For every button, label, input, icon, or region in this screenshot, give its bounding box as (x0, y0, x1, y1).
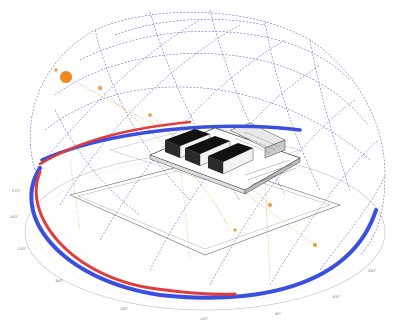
tick-270: 270° (12, 188, 21, 193)
tick-210: 210° (18, 246, 27, 251)
tick-330: 330° (368, 268, 377, 273)
building-wing-3 (208, 143, 254, 175)
sun-markers (54, 68, 317, 247)
seasonal-arcs (29, 120, 378, 300)
tick-300: 300° (332, 294, 341, 299)
tick-120: 120° (200, 316, 209, 321)
building-model (149, 122, 301, 195)
winter-solstice-arc (29, 166, 378, 300)
tick-150: 150° (120, 306, 129, 311)
compass-labels: 270° 240° 210° 180° 150° 120° 90° 300° 3… (10, 188, 377, 321)
building-spine (229, 122, 286, 159)
tick-180: 180° (55, 278, 64, 283)
site-plate (69, 124, 341, 256)
sun-icon (60, 71, 72, 83)
tick-90: 90° (275, 311, 281, 316)
tick-240: 240° (10, 214, 19, 219)
summer-arc-upper (38, 120, 192, 166)
summer-solstice-arc (34, 170, 237, 296)
sun-path-analemma (64, 74, 316, 281)
